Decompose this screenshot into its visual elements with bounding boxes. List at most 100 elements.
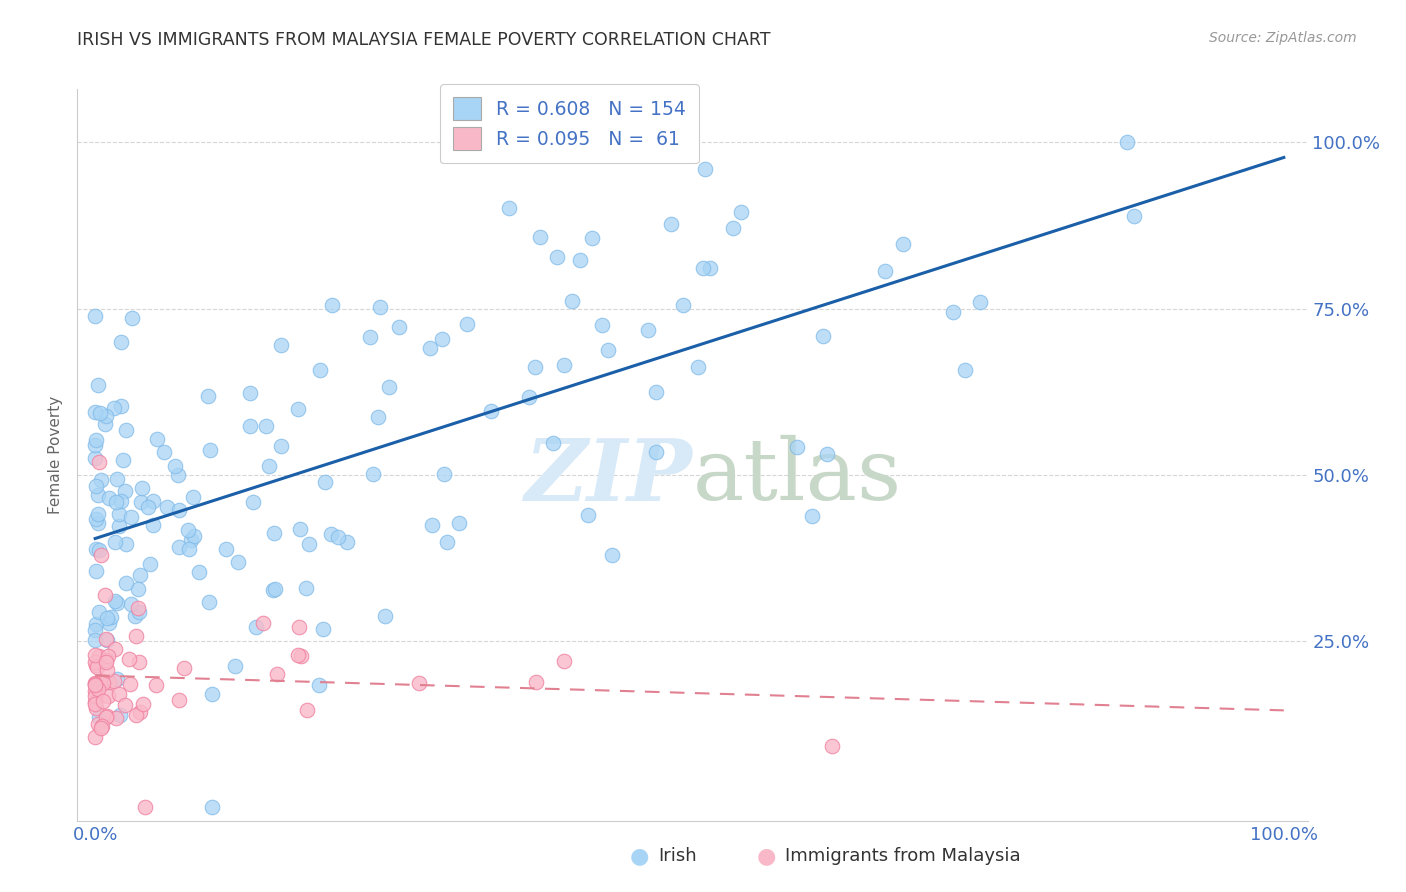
Point [91,719,114,733]
Point [408,675,430,690]
Point [127,582,149,597]
Point [456,317,478,331]
Point [321,526,343,541]
Point [107,596,129,610]
Point [100,610,122,624]
Point [699,261,721,276]
Point [84,678,107,692]
Point [287,401,309,416]
Point [730,204,752,219]
Point [169,541,191,555]
Point [146,433,169,447]
Point [517,390,540,404]
Point [498,201,520,215]
Point [129,494,152,508]
Point [104,642,127,657]
Point [128,655,150,669]
Point [104,594,127,608]
Point [125,629,148,643]
Point [103,673,125,688]
Point [136,500,159,514]
Point [86,512,108,526]
Point [1123,209,1146,223]
Point [120,597,142,611]
Point [96,611,118,625]
Point [529,230,551,244]
Point [671,298,693,312]
Point [129,705,152,719]
Text: ●: ● [630,847,650,866]
Point [388,320,411,334]
Point [131,481,153,495]
Point [290,648,312,663]
Point [245,620,267,634]
Point [115,576,138,591]
Point [374,608,396,623]
Point [104,534,127,549]
Point [96,656,118,670]
Point [96,663,118,677]
Point [524,675,547,690]
Point [420,517,443,532]
Point [121,311,143,326]
Point [86,660,108,674]
Point [659,217,682,231]
Point [198,595,221,609]
Point [138,558,160,572]
Point [167,693,190,707]
Point [87,681,110,696]
Point [115,537,138,551]
Point [84,700,107,714]
Point [308,678,330,692]
Point [266,667,288,681]
Point [97,648,120,663]
Point [84,623,107,637]
Point [821,739,844,753]
Point [96,633,118,648]
Point [287,648,309,662]
Point [84,616,107,631]
Text: Irish: Irish [658,847,696,865]
Point [89,543,111,558]
Point [262,582,284,597]
Point [314,475,336,490]
Point [645,445,668,459]
Point [84,689,107,703]
Point [942,305,965,319]
Point [129,567,152,582]
Point [288,522,311,536]
Point [84,633,107,648]
Point [259,458,281,473]
Point [553,655,575,669]
Point [87,516,110,530]
Point [86,433,108,447]
Point [721,220,744,235]
Point [90,473,112,487]
Point [561,293,583,308]
Point [153,444,176,458]
Point [84,438,107,452]
Point [125,707,148,722]
Point [180,533,202,547]
Point [91,676,114,690]
Point [132,697,155,711]
Point [163,459,186,474]
Point [84,697,107,711]
Point [201,687,224,701]
Point [84,310,107,324]
Point [321,298,343,312]
Point [177,542,200,557]
Point [93,588,115,602]
Point [84,564,107,578]
Point [84,450,107,465]
Point [177,523,200,537]
Point [84,684,107,698]
Point [569,253,592,268]
Point [86,488,108,502]
Point [105,472,128,486]
Point [581,230,603,244]
Point [111,453,134,467]
Point [87,648,110,663]
Point [270,338,292,352]
Point [637,322,659,336]
